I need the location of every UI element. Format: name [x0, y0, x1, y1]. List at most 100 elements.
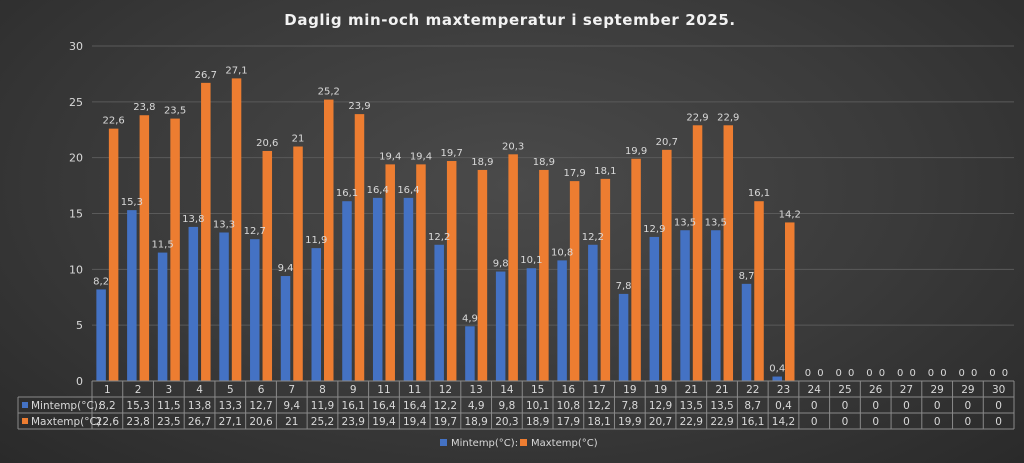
min-temp-data-label: 9,4	[278, 263, 294, 274]
table-cell-value: 0	[903, 416, 910, 428]
min-temp-bar	[526, 268, 537, 381]
x-category-label: 29	[961, 384, 974, 396]
table-cell-value: 16,1	[741, 416, 764, 428]
max-temp-bar	[293, 146, 303, 381]
table-cell-value: 0	[995, 416, 1002, 428]
x-category-label: 26	[869, 384, 883, 396]
y-tick-label: 15	[69, 208, 83, 221]
table-cell-value: 0	[872, 400, 879, 412]
y-tick-label: 25	[69, 96, 83, 109]
max-temp-bar	[600, 178, 611, 381]
x-category-label: 11	[408, 384, 421, 396]
table-cell-value: 0	[811, 416, 818, 428]
max-temp-bar	[662, 149, 672, 381]
min-temp-bar	[311, 248, 321, 381]
min-temp-data-label: 16,4	[397, 185, 419, 196]
data-table: 1 2 3 4 5 6 7 8 9 11 11 12 13 14 15 16 17 19 19 21 21 22 23 24 2…	[17, 380, 1015, 430]
max-temp-data-label: 0	[909, 368, 915, 379]
max-temp-data-label: 18,1	[594, 166, 616, 177]
table-cell-value: 22,6	[96, 416, 120, 428]
min-temp-data-label: 0	[989, 368, 995, 379]
x-category-label: 19	[623, 384, 636, 396]
x-category-label: 13	[469, 384, 482, 396]
x-category-label: 6	[258, 384, 265, 396]
table-cell-value: 9,4	[283, 400, 300, 412]
legend-entry: Mintemp(°C):	[451, 438, 518, 449]
x-category-label: 1	[104, 384, 111, 396]
table-cell-value: 22,9	[680, 416, 703, 428]
legend: Mintemp(°C): Maxtemp(°C)	[440, 438, 598, 449]
table-cell-value: 23,8	[126, 416, 149, 428]
table-cell-value: 0	[842, 400, 849, 412]
min-temp-data-label: 8,7	[739, 271, 755, 282]
min-temp-data-label: 13,5	[674, 217, 696, 228]
min-temp-data-label: 7,8	[616, 281, 632, 292]
min-temp-data-label: 8,2	[93, 276, 109, 287]
table-cell-value: 12,2	[434, 400, 457, 412]
max-temp-data-label: 21	[292, 134, 305, 145]
max-temp-data-label: 23,9	[348, 101, 370, 112]
min-temp-bar	[219, 232, 229, 381]
table-cell-value: 10,1	[526, 400, 549, 412]
table-legend-key	[22, 402, 28, 408]
max-temp-data-label: 18,9	[533, 157, 555, 168]
table-cell-value: 7,8	[621, 400, 638, 412]
max-temp-data-label: 0	[848, 368, 854, 379]
max-temp-data-label: 19,4	[410, 151, 432, 162]
min-temp-data-label: 11,9	[305, 235, 327, 246]
table-cell-value: 16,1	[342, 400, 365, 412]
max-temp-bar	[324, 99, 334, 381]
min-temp-data-label: 12,2	[582, 232, 604, 243]
table-cell-value: 14,2	[772, 416, 795, 428]
max-temp-bar	[416, 164, 426, 381]
x-category-label: 4	[196, 384, 203, 396]
table-cell-value: 0,4	[775, 400, 792, 412]
min-temp-data-label: 0	[836, 368, 842, 379]
max-temp-bar	[170, 118, 180, 381]
min-temp-bar	[772, 376, 782, 381]
table-cell-value: 13,5	[710, 400, 733, 412]
x-category-label: 3	[165, 384, 172, 396]
min-temp-data-label: 0	[866, 368, 872, 379]
table-cell-value: 19,9	[618, 416, 641, 428]
max-temp-bar	[723, 125, 734, 382]
min-temp-data-label: 16,1	[336, 188, 358, 199]
y-axis: 0 5 10 15 20 25 30	[69, 40, 83, 388]
y-tick-label: 10	[69, 263, 83, 276]
y-tick-label: 5	[76, 319, 83, 332]
max-temp-bar	[569, 181, 580, 381]
min-temp-bar	[557, 260, 567, 381]
table-cell-value: 0	[965, 416, 972, 428]
table-cell-value: 13,8	[188, 400, 211, 412]
x-category-label: 21	[715, 384, 728, 396]
min-temp-data-label: 11,5	[151, 240, 173, 251]
min-temp-data-label: 0	[897, 368, 903, 379]
legend-key	[440, 439, 447, 446]
min-temp-data-label: 13,8	[182, 214, 204, 225]
min-temp-bar	[649, 236, 660, 381]
table-cell-value: 9,8	[499, 400, 516, 412]
min-temp-data-label: 12,2	[428, 232, 450, 243]
min-temp-bar	[403, 197, 414, 381]
gridlines	[92, 45, 1014, 382]
table-cell-value: 18,1	[587, 416, 610, 428]
min-temp-bar	[280, 276, 291, 381]
max-temp-data-label: 17,9	[563, 168, 585, 179]
min-temp-data-label: 13,5	[705, 217, 727, 228]
table-cell-value: 20,3	[495, 416, 518, 428]
x-category-label: 22	[746, 384, 759, 396]
x-category-label: 21	[685, 384, 698, 396]
table-cell-value: 26,7	[188, 416, 211, 428]
chart-title: Daglig min-och maxtemperatur i september…	[284, 11, 735, 29]
x-category-label: 7	[288, 384, 295, 396]
max-temp-bar	[446, 161, 457, 381]
table-cell-value: 0	[842, 416, 849, 428]
max-temp-bar	[201, 82, 211, 381]
x-category-label: 17	[592, 384, 605, 396]
max-temp-bar	[385, 164, 395, 381]
min-temp-data-label: 10,8	[551, 247, 573, 258]
min-temp-bar	[465, 326, 475, 381]
max-temp-bar	[108, 128, 119, 381]
table-cell-value: 15,3	[126, 400, 149, 412]
